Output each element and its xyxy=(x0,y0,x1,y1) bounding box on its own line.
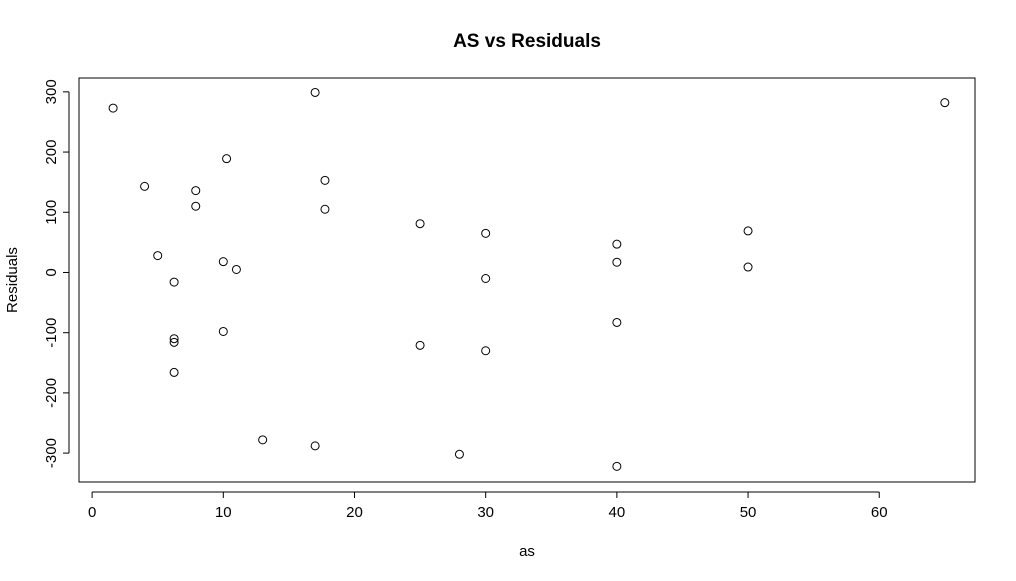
x-tick-label: 50 xyxy=(740,504,757,521)
data-point xyxy=(169,277,179,287)
data-point xyxy=(191,201,201,211)
data-point xyxy=(231,264,241,274)
x-tick-label: 10 xyxy=(215,504,232,521)
data-point xyxy=(140,181,150,191)
data-point xyxy=(612,239,622,249)
data-point xyxy=(320,204,330,214)
data-point xyxy=(481,228,491,238)
data-point xyxy=(222,154,232,164)
x-axis-label: as xyxy=(519,543,535,560)
data-point xyxy=(481,273,491,283)
data-point xyxy=(310,87,320,97)
data-point xyxy=(169,367,179,377)
data-point xyxy=(191,186,201,196)
y-axis-label: Residuals xyxy=(4,247,21,313)
x-tick-label: 60 xyxy=(871,504,888,521)
y-tick-label: -100 xyxy=(43,318,60,348)
chart-title: AS vs Residuals xyxy=(453,31,601,52)
data-point xyxy=(218,326,228,336)
x-axis: 0 10 20 30 40 50 60 xyxy=(88,491,888,521)
plot-area xyxy=(78,77,976,483)
y-axis: -300 -200 -100 0 100 200 300 xyxy=(43,79,70,468)
y-tick-label: 300 xyxy=(43,79,60,104)
data-point xyxy=(169,337,179,347)
x-tick-label: 20 xyxy=(346,504,363,521)
data-point xyxy=(258,435,268,445)
data-point xyxy=(415,219,425,229)
data-point xyxy=(743,262,753,272)
data-point xyxy=(612,461,622,471)
data-point xyxy=(108,103,118,113)
data-point xyxy=(320,175,330,185)
data-point xyxy=(310,441,320,451)
data-point xyxy=(454,449,464,459)
y-tick-label: 0 xyxy=(43,268,60,276)
data-point xyxy=(169,334,179,344)
y-tick-label: -200 xyxy=(43,378,60,408)
data-point xyxy=(743,226,753,236)
x-tick-label: 0 xyxy=(88,504,96,521)
y-tick-label: 100 xyxy=(43,200,60,225)
y-tick-label: 200 xyxy=(43,140,60,165)
data-point xyxy=(481,346,491,356)
data-point xyxy=(218,257,228,267)
data-point xyxy=(153,251,163,261)
data-point xyxy=(612,257,622,267)
x-tick-label: 40 xyxy=(609,504,626,521)
data-point xyxy=(415,340,425,350)
y-tick-label: -300 xyxy=(43,438,60,468)
data-point xyxy=(940,98,950,108)
data-points xyxy=(108,87,950,471)
x-tick-label: 30 xyxy=(477,504,494,521)
data-point xyxy=(612,317,622,327)
